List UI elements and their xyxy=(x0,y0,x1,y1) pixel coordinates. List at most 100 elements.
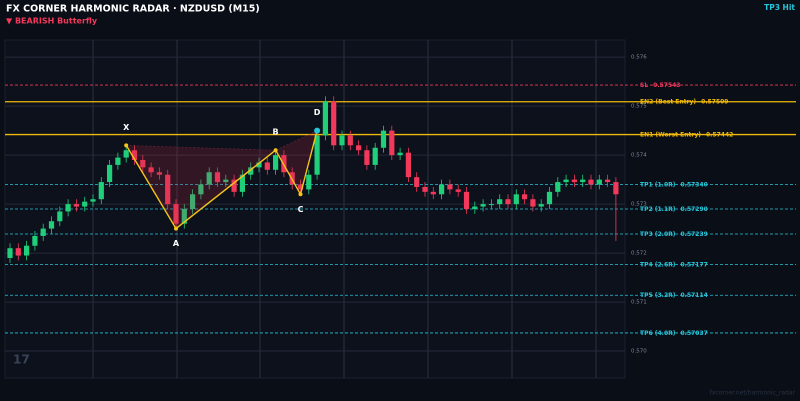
candle-body xyxy=(563,179,569,183)
candle-body xyxy=(32,235,38,246)
candle-body xyxy=(273,155,279,170)
candle-body xyxy=(546,191,553,205)
level-label: TP6 (4.0R) 0.57037 xyxy=(640,329,708,336)
candle-body xyxy=(57,211,63,222)
candle-body xyxy=(364,150,370,165)
candle-body xyxy=(347,135,353,146)
level-value: 0.57177 xyxy=(681,261,708,268)
candle-body xyxy=(422,186,428,192)
candle-body xyxy=(65,204,71,212)
level-value: 0.57290 xyxy=(681,206,708,213)
candle-body xyxy=(198,184,204,195)
candle-body xyxy=(380,130,387,148)
candle-body xyxy=(140,160,146,168)
candle-body xyxy=(123,150,129,158)
candle-body xyxy=(214,172,221,183)
candle-body xyxy=(82,201,88,207)
y-tick-label: 0.572 xyxy=(631,251,647,257)
chart-title: FX CORNER HARMONIC RADAR · NZDUSD (M15) xyxy=(6,4,260,15)
level-value: 0.57037 xyxy=(681,329,708,336)
candle-body xyxy=(605,179,611,183)
level-value: 0.57340 xyxy=(681,181,708,188)
candle-body xyxy=(530,199,536,207)
y-tick-label: 0.575 xyxy=(631,104,647,110)
candle-body xyxy=(256,162,262,168)
pattern-point xyxy=(273,148,278,153)
y-tick-label: 0.571 xyxy=(631,300,647,306)
pattern-point xyxy=(124,143,129,148)
level-label: EN1 (Worst Entry) 0.57442 xyxy=(640,131,733,138)
candle-body xyxy=(447,184,453,190)
candle-body xyxy=(148,167,154,173)
level-name: EN1 (Worst Entry) xyxy=(640,131,701,138)
candle-body xyxy=(463,191,470,209)
level-name: TP4 (2.6R) xyxy=(640,261,676,268)
candle-body xyxy=(613,182,619,195)
pattern-point xyxy=(174,226,178,231)
pattern-label: D xyxy=(314,108,321,117)
candle-body xyxy=(115,157,121,165)
candle-body xyxy=(181,209,187,224)
candle-body xyxy=(322,101,328,136)
level-label: TP1 (1.0R) 0.57340 xyxy=(640,181,708,188)
level-label: TP5 (3.2R) 0.57114 xyxy=(640,292,708,299)
candle-body xyxy=(48,221,55,229)
candle-body xyxy=(24,245,30,256)
candle-body xyxy=(414,177,420,187)
y-tick-label: 0.576 xyxy=(631,55,647,61)
level-value: 0.57442 xyxy=(706,131,733,138)
candle-body xyxy=(356,145,362,151)
candle-body xyxy=(297,184,304,190)
candle-body xyxy=(206,172,212,185)
level-label: SL 0.57543 xyxy=(640,82,680,89)
candle-body xyxy=(488,204,494,206)
candle-body xyxy=(239,174,245,192)
candle-body xyxy=(231,179,237,192)
candle-body xyxy=(190,194,196,209)
pattern-point xyxy=(314,127,321,134)
candle-body xyxy=(513,194,519,205)
candle-body xyxy=(165,174,171,205)
candle-body xyxy=(15,248,21,256)
candle-body xyxy=(306,174,312,190)
level-name: TP6 (4.0R) xyxy=(640,329,676,336)
level-value: 0.57239 xyxy=(681,230,708,237)
candle-body xyxy=(405,152,411,178)
candle-body xyxy=(596,179,602,185)
candle-body xyxy=(580,179,586,183)
status: TP3 Hit xyxy=(764,3,795,12)
candle-body xyxy=(522,194,528,200)
candle-body xyxy=(455,189,461,192)
candle-body xyxy=(588,179,594,185)
candle-body xyxy=(173,204,179,224)
candle-body xyxy=(497,199,503,205)
candle-body xyxy=(555,182,561,192)
candle-body xyxy=(339,135,345,146)
candle-body xyxy=(480,204,486,207)
level-name: TP5 (3.2R) xyxy=(640,292,676,299)
level-name: TP1 (1.0R) xyxy=(640,181,676,188)
level-value: 0.57543 xyxy=(653,82,680,89)
candle-body xyxy=(472,206,478,209)
candle-body xyxy=(98,182,104,200)
level-value: 0.57114 xyxy=(681,292,708,299)
level-value: 0.57509 xyxy=(701,98,728,105)
candle-body xyxy=(397,152,403,156)
level-name: SL xyxy=(640,82,648,89)
watermark: 17 xyxy=(13,353,30,367)
level-name: TP2 (1.1R) xyxy=(640,206,676,213)
y-tick-label: 0.574 xyxy=(631,153,647,159)
candle-body xyxy=(571,179,577,183)
footer: fxcorner.net/harmonic_radar xyxy=(710,390,796,397)
level-label: EN2 (Best Entry) 0.57509 xyxy=(640,98,728,105)
candle-body xyxy=(156,172,162,175)
chart-subtitle: ▼ BEARISH Butterfly xyxy=(6,17,98,26)
candle-body xyxy=(430,191,436,195)
pattern-label: B xyxy=(273,128,279,137)
level-name: TP3 (2.0R) xyxy=(640,230,676,237)
level-label: TP2 (1.1R) 0.57290 xyxy=(640,206,708,213)
candle-body xyxy=(223,179,229,183)
candle-body xyxy=(331,101,337,146)
